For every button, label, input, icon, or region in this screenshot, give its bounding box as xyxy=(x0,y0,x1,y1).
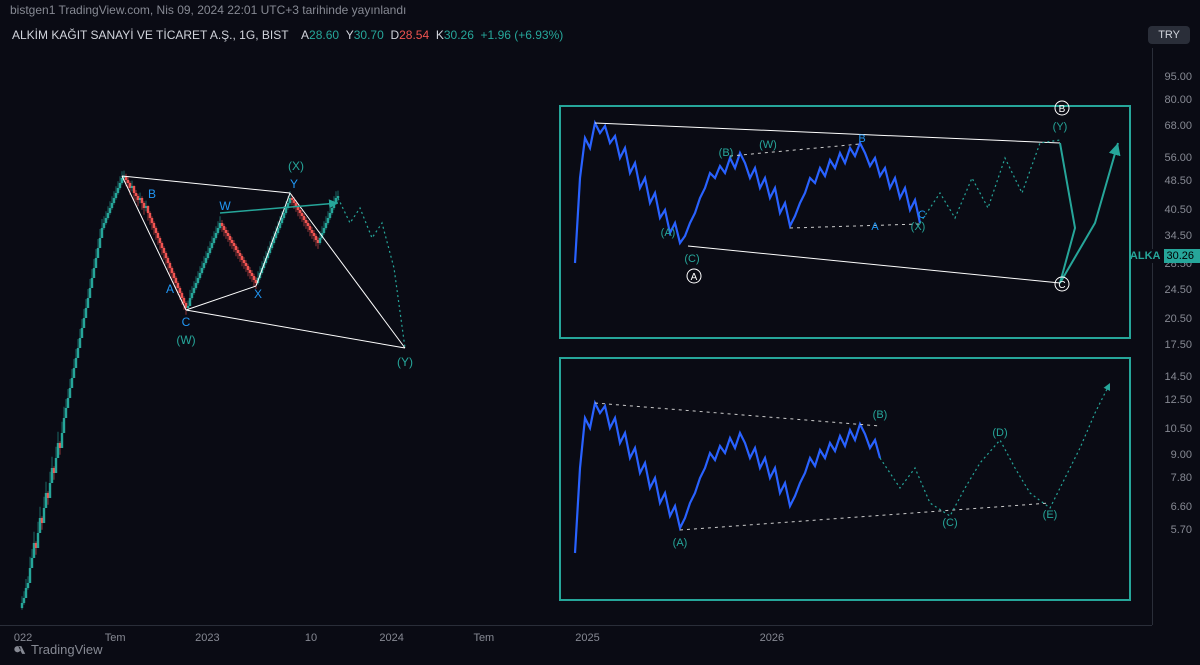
svg-text:C: C xyxy=(1058,280,1065,291)
svg-text:C: C xyxy=(918,209,926,221)
plot-area[interactable]: B A C W Y X (W) (X) (Y) (A) (B) (C) (W) (X) (Y) A B C A B C… xyxy=(0,48,1152,625)
svg-text:Y: Y xyxy=(290,177,298,191)
x-tick: 2023 xyxy=(195,632,219,644)
y-axis: 95.0080.0068.0056.0048.5040.5034.5030.26… xyxy=(1152,48,1200,625)
x-tick: Tem xyxy=(473,632,494,644)
chart-root: bistgen1 TradingView.com, Nis 09, 2024 2… xyxy=(0,0,1200,665)
y-tick: 14.50 xyxy=(1164,371,1192,383)
y-tick: 7.80 xyxy=(1171,472,1192,484)
svg-text:(X): (X) xyxy=(911,221,926,233)
y-tick: 24.50 xyxy=(1164,284,1192,296)
svg-text:A: A xyxy=(691,272,698,283)
svg-text:(A): (A) xyxy=(661,227,676,239)
x-tick: 10 xyxy=(305,632,317,644)
y-tick: 12.50 xyxy=(1164,394,1192,406)
svg-text:(W): (W) xyxy=(759,139,777,151)
y-tick: 56.00 xyxy=(1164,152,1192,164)
x-tick: Tem xyxy=(105,632,126,644)
watermark: TradingView xyxy=(12,642,103,657)
chart-svg: B A C W Y X (W) (X) (Y) (A) (B) (C) (W) (X) (Y) A B C A B C… xyxy=(0,48,1152,625)
currency-button[interactable]: TRY xyxy=(1148,26,1190,44)
tradingview-icon xyxy=(12,643,26,657)
svg-text:B: B xyxy=(148,187,156,201)
y-tick: 95.00 xyxy=(1164,71,1192,83)
ticker-row: ALKİM KAĞIT SANAYİ VE TİCARET A.Ş., 1G, … xyxy=(12,28,1140,42)
y-tick: 20.50 xyxy=(1164,313,1192,325)
ohlc-l-label: D xyxy=(390,28,399,42)
svg-text:(A): (A) xyxy=(673,537,688,549)
y-tick: 40.50 xyxy=(1164,204,1192,216)
ohlc-c: 30.26 xyxy=(444,28,474,42)
svg-text:(X): (X) xyxy=(288,159,304,173)
y-tick: 34.50 xyxy=(1164,230,1192,242)
ohlc-o-label: A xyxy=(301,28,309,42)
y-tick: 80.00 xyxy=(1164,94,1192,106)
watermark-text: TradingView xyxy=(31,642,103,657)
ohlc-h: 30.70 xyxy=(354,28,384,42)
x-tick: 2025 xyxy=(575,632,599,644)
x-axis: 022Tem2023102024Tem20252026 xyxy=(0,625,1152,665)
ohlc-change: +1.96 (+6.93%) xyxy=(481,28,564,42)
svg-text:(D): (D) xyxy=(992,427,1007,439)
y-tick: 10.50 xyxy=(1164,423,1192,435)
svg-text:(B): (B) xyxy=(873,409,888,421)
y-tick: 9.00 xyxy=(1171,449,1192,461)
svg-text:B: B xyxy=(858,133,865,145)
svg-text:(E): (E) xyxy=(1043,509,1058,521)
y-tick: 17.50 xyxy=(1164,339,1192,351)
publish-info: bistgen1 TradingView.com, Nis 09, 2024 2… xyxy=(0,0,1200,22)
ohlc-h-label: Y xyxy=(346,28,354,42)
svg-text:(W): (W) xyxy=(176,333,195,347)
y-tick: 68.00 xyxy=(1164,120,1192,132)
x-tick: 2024 xyxy=(379,632,403,644)
ohlc-l: 28.54 xyxy=(399,28,429,42)
ohlc-c-label: K xyxy=(436,28,444,42)
y-tick: 6.60 xyxy=(1171,501,1192,513)
svg-text:(Y): (Y) xyxy=(1053,121,1068,133)
svg-text:A: A xyxy=(871,221,879,233)
svg-text:(C): (C) xyxy=(942,517,957,529)
svg-text:X: X xyxy=(254,287,262,301)
svg-text:A: A xyxy=(166,282,174,296)
svg-text:(B): (B) xyxy=(719,147,734,159)
y-tick: 48.50 xyxy=(1164,175,1192,187)
x-tick: 2026 xyxy=(760,632,784,644)
svg-text:W: W xyxy=(219,199,231,213)
y-tick: 5.70 xyxy=(1171,524,1192,536)
svg-text:B: B xyxy=(1059,104,1066,115)
ticker-name: ALKİM KAĞIT SANAYİ VE TİCARET A.Ş., 1G, … xyxy=(12,28,288,42)
publish-text: bistgen1 TradingView.com, Nis 09, 2024 2… xyxy=(10,3,406,17)
ohlc-o: 28.60 xyxy=(309,28,339,42)
svg-text:(C): (C) xyxy=(684,253,699,265)
svg-text:(Y): (Y) xyxy=(397,355,413,369)
svg-text:C: C xyxy=(182,315,191,329)
